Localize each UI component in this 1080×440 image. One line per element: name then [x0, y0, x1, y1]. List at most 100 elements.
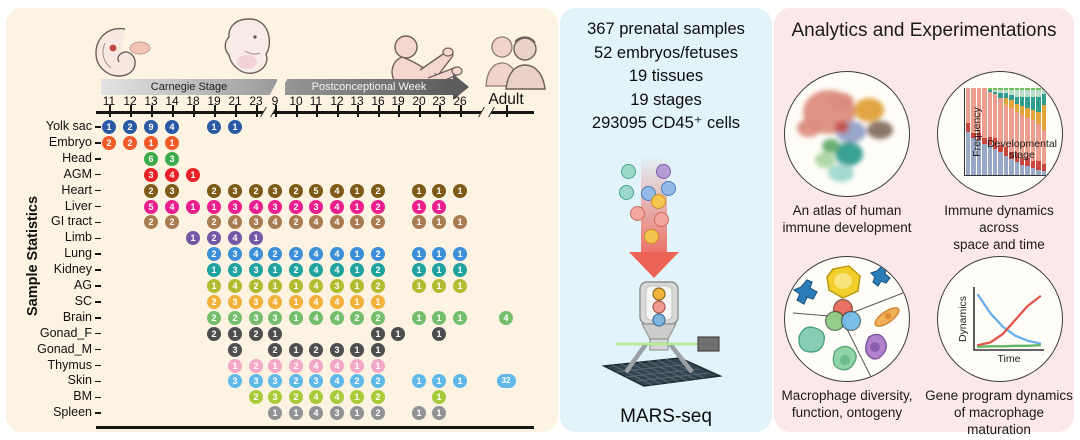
sample-count-dot: 1	[432, 183, 446, 198]
sample-count-dot: 2	[249, 358, 263, 373]
row-tick	[95, 317, 101, 319]
axis-tick	[256, 105, 258, 117]
stacked-bar	[1030, 88, 1036, 175]
sample-count-dot: 1	[432, 406, 446, 421]
sample-count-dot: 3	[268, 183, 282, 198]
sample-count-dot: 2	[165, 215, 179, 230]
row-label-gonad-m: Gonad_M	[37, 341, 92, 356]
adult-column-label: Adult	[488, 91, 524, 108]
timeline-arrowhead-icon	[453, 74, 469, 100]
sample-count-dot: 1	[268, 358, 282, 373]
sample-count-dot: 1	[350, 199, 364, 214]
adults-icon	[485, 36, 546, 90]
stage-tick-label: 26	[453, 94, 467, 108]
row-tick	[95, 253, 101, 255]
caption-atlas: An atlas of human immune development	[782, 203, 912, 235]
stage-tick-label: 13	[144, 94, 158, 108]
sample-count-dot: 1	[432, 247, 446, 262]
stacked-bar	[982, 88, 987, 175]
sample-count-dot: 4	[330, 310, 344, 325]
axis-tick	[506, 105, 508, 117]
line-series-flat-program	[976, 344, 1042, 349]
sample-count-dot: 3	[228, 294, 242, 309]
sample-count-dot: 4	[309, 263, 323, 278]
sample-count-dot: 1	[268, 406, 282, 421]
sample-count-dot: 6	[144, 151, 158, 166]
sample-count-dot: 2	[249, 390, 263, 405]
sample-count-dot: 4	[228, 279, 242, 293]
sample-count-dot: 3	[268, 199, 282, 214]
row-label-skin: Skin	[67, 373, 92, 388]
stage-tick-label: 11	[102, 94, 116, 108]
sample-count-dot: 2	[268, 247, 282, 262]
sample-count-dot: 1	[207, 279, 221, 293]
sample-count-dot: 1	[350, 183, 364, 198]
sample-count-dot: 2	[350, 374, 364, 389]
sample-count-dot: 2	[309, 342, 323, 357]
sample-count-dot: 1	[432, 374, 446, 389]
sample-count-dot: 2	[371, 310, 385, 325]
sample-count-dot: 1	[371, 358, 385, 373]
sample-count-dot: 2	[289, 215, 303, 230]
time-axis-label: Time	[998, 353, 1021, 365]
axis-tick	[235, 105, 237, 117]
sample-count-dot: 2	[207, 231, 221, 246]
sample-statistics-panel: Sample Statistics	[6, 8, 558, 432]
sample-count-dot: 4	[330, 294, 344, 309]
sample-count-dot: 1	[207, 199, 221, 214]
cell-dot-icon	[656, 164, 671, 179]
macrophage-cells-illustration	[792, 265, 904, 378]
sample-count-dot: 3	[228, 183, 242, 198]
axis-tick	[316, 105, 318, 117]
sample-count-dot: 1	[186, 167, 200, 182]
line-series-rising-program	[976, 295, 1042, 347]
sample-count-dot: 1	[289, 406, 303, 421]
stacked-bar	[993, 88, 998, 175]
sample-count-dot: 1	[453, 215, 467, 230]
umap-cluster	[835, 121, 849, 133]
axis-tick	[357, 105, 359, 117]
sample-count-dot: 3	[268, 310, 282, 325]
caption-immune-dynamics: Immune dynamics across space and time	[944, 203, 1054, 252]
stacked-bar	[987, 88, 993, 175]
stage-tick-label: 9	[271, 94, 279, 108]
stat-cells: 293095 CD45⁺ cells	[591, 114, 741, 132]
sample-count-dot: 3	[309, 374, 323, 389]
sample-count-dot: 1	[268, 326, 282, 341]
sample-count-dot: 32	[496, 374, 516, 389]
stage-tick-label: 20	[412, 94, 426, 108]
sample-count-dot: 4	[330, 358, 344, 373]
sample-count-dot: 1	[391, 326, 405, 341]
row-label-bm: BM	[73, 389, 92, 404]
sample-count-dot: 1	[228, 326, 242, 341]
sample-count-dot: 9	[144, 120, 158, 134]
sample-count-dot: 2	[102, 135, 116, 150]
sample-count-dot: 3	[330, 342, 344, 357]
axis-tick	[214, 105, 216, 117]
stacked-bar	[976, 88, 982, 175]
row-label-lung: Lung	[64, 246, 92, 261]
axis-tick	[151, 105, 153, 117]
study-stats: 367 prenatal samples 52 embryos/fetuses …	[560, 18, 772, 136]
axis-tick	[337, 105, 339, 117]
sample-count-dot: 1	[432, 310, 446, 325]
umap-cluster	[830, 93, 854, 111]
sample-count-dot: 2	[371, 215, 385, 230]
axis-tick	[296, 105, 298, 117]
sample-count-dot: 2	[289, 358, 303, 373]
sample-count-dot: 2	[289, 374, 303, 389]
postconceptional-week-arrow: Postconceptional Week	[285, 79, 453, 95]
sample-count-dot: 2	[371, 183, 385, 198]
cell-dot-icon	[661, 181, 676, 196]
sample-count-dot: 1	[289, 310, 303, 325]
umap-cluster	[854, 98, 884, 122]
sample-count-dot: 4	[330, 199, 344, 214]
umap-cluster	[828, 164, 854, 182]
sample-count-dot: 2	[249, 279, 263, 293]
analytics-panel: Analytics and Experimentations Frequency…	[774, 8, 1074, 437]
umap-cluster	[867, 121, 893, 139]
sample-count-dot: 1	[289, 294, 303, 309]
sample-count-dot: 1	[289, 342, 303, 357]
row-label-ag: AG	[73, 278, 92, 292]
